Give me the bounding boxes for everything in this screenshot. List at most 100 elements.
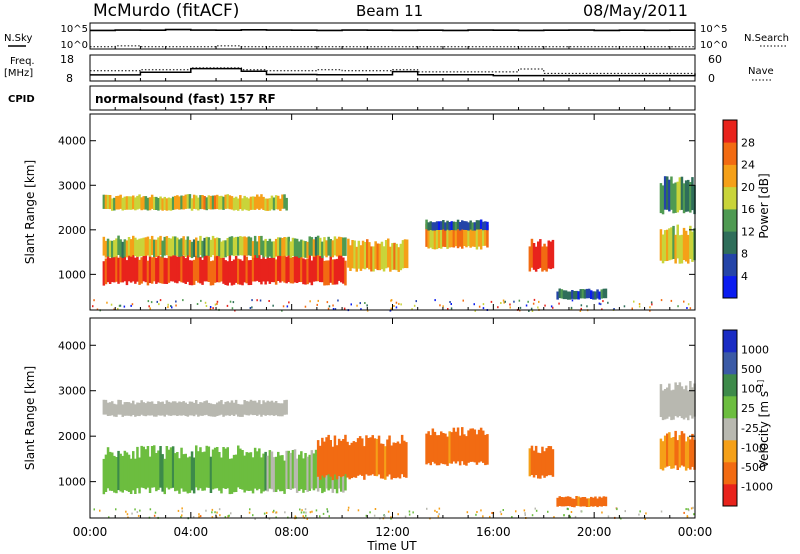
data-cell-band-0 <box>243 254 246 283</box>
data-cell-band-2 <box>274 401 278 416</box>
data-cell-band-2 <box>190 198 194 211</box>
data-cell-band-2 <box>195 195 198 210</box>
speckle-cell <box>304 305 307 308</box>
data-cell-band-3 <box>365 435 368 475</box>
time-x-ticks: 00:00 04:00 08:00 12:00 16:00 20:00 00:00 <box>73 46 712 539</box>
colorbar-tick-label: 4 <box>741 270 748 283</box>
data-cell-band-1 <box>289 452 293 490</box>
data-cell-band-3 <box>371 435 374 475</box>
data-cell-band-1 <box>146 236 150 256</box>
velocity-colorbar: 1000 500 100 25 -25 -100 -500 -1000 <box>722 329 773 507</box>
data-cell-band-6 <box>571 498 574 507</box>
data-cell-band-8 <box>687 234 690 264</box>
speckle-cell <box>281 309 283 312</box>
data-cell-band-8 <box>668 228 671 261</box>
data-cell-band-9 <box>672 183 675 214</box>
data-cell-band-8 <box>680 386 684 419</box>
data-cell-band-2 <box>234 196 238 210</box>
data-cell-band-2 <box>106 194 110 209</box>
data-cell-band-2 <box>136 402 139 416</box>
data-cell-band-1 <box>293 449 297 489</box>
colorbar-tick-label: 20 <box>741 181 755 194</box>
data-cell-band-7 <box>556 291 559 300</box>
data-cell-band-7 <box>680 431 684 466</box>
speckle-cell <box>631 307 633 310</box>
speckle-cell <box>474 309 476 312</box>
speckle-cell <box>180 515 182 518</box>
data-cell-band-2 <box>241 404 244 417</box>
data-cell-band-2 <box>117 399 120 415</box>
data-cell-band-0 <box>150 446 154 488</box>
data-cell-band-1 <box>148 239 152 257</box>
speckle-cell <box>288 301 290 304</box>
colorbar-tick-label: 28 <box>741 136 755 149</box>
data-cell-band-7 <box>585 288 589 299</box>
data-cell-band-2 <box>167 401 171 416</box>
data-cell-band-6 <box>545 246 548 272</box>
data-cell-band-2 <box>188 194 192 209</box>
speckle-cell <box>117 308 119 310</box>
speckle-cell <box>586 305 588 308</box>
data-cell-band-2 <box>251 400 255 416</box>
data-cell-band-2 <box>256 402 259 416</box>
data-cell-band-2 <box>222 404 225 417</box>
data-cell-band-5 <box>486 221 489 231</box>
data-cell-band-3 <box>361 438 364 476</box>
data-cell-band-1 <box>329 239 332 257</box>
data-cell-band-5 <box>433 222 437 231</box>
y-tick-label: 2000 <box>58 224 86 237</box>
speckle-cell <box>167 306 169 309</box>
data-cell-band-0 <box>234 255 238 283</box>
data-cell-band-2 <box>258 400 261 415</box>
speckle-cell <box>131 512 133 515</box>
data-cell-band-1 <box>218 238 221 257</box>
data-cell-band-7 <box>687 436 690 469</box>
speckle-cell <box>687 303 690 306</box>
speckle-cell <box>558 302 560 305</box>
speckle-cell <box>690 507 693 510</box>
data-cell-band-2 <box>264 402 267 416</box>
data-cell-band-0 <box>224 448 227 489</box>
data-cell-band-2 <box>209 195 213 210</box>
data-cell-band-1 <box>121 241 124 259</box>
data-cell-band-0 <box>232 259 236 285</box>
speckle-cell <box>683 511 685 514</box>
data-cell-band-0 <box>157 255 160 283</box>
data-cell-band-0 <box>153 445 156 488</box>
data-cell-band-3 <box>357 240 361 269</box>
data-cell-band-7 <box>569 291 572 300</box>
data-cell-band-8 <box>684 385 688 418</box>
speckle-cell <box>356 304 358 307</box>
nsky-label: N.Sky <box>4 33 32 44</box>
data-cell-band-0 <box>148 256 152 283</box>
data-cell-band-0 <box>115 457 118 494</box>
data-cell-band-6 <box>596 498 599 508</box>
data-cell-band-1 <box>119 239 122 257</box>
data-cell-band-0 <box>306 258 309 285</box>
data-cell-band-2 <box>266 400 269 415</box>
data-cell-band-3 <box>398 443 402 479</box>
speckle-cell <box>303 511 305 514</box>
data-cell-band-6 <box>549 241 553 270</box>
data-cell-band-3 <box>340 440 343 478</box>
speckle-cell <box>300 511 303 514</box>
data-cell-band-3 <box>347 238 350 268</box>
data-cell-band-2 <box>247 401 251 416</box>
data-cell-band-0 <box>203 451 206 491</box>
data-cell-band-4 <box>431 228 435 250</box>
data-cell-band-8 <box>678 382 682 417</box>
data-cell-band-0 <box>256 451 259 491</box>
data-cell-band-6 <box>547 240 550 269</box>
data-cell-band-5 <box>465 221 468 230</box>
data-cell-band-1 <box>268 450 272 489</box>
data-cell-band-1 <box>304 241 307 258</box>
data-cell-band-0 <box>140 445 143 488</box>
data-cell-band-9 <box>680 176 684 210</box>
data-cell-band-0 <box>174 453 177 492</box>
data-cell-band-3 <box>337 438 341 477</box>
data-cell-band-6 <box>602 496 606 506</box>
speckle-cell <box>500 513 503 516</box>
data-cell-band-5 <box>467 222 470 231</box>
data-cell-band-2 <box>207 402 211 417</box>
speckle-cell <box>284 511 286 514</box>
